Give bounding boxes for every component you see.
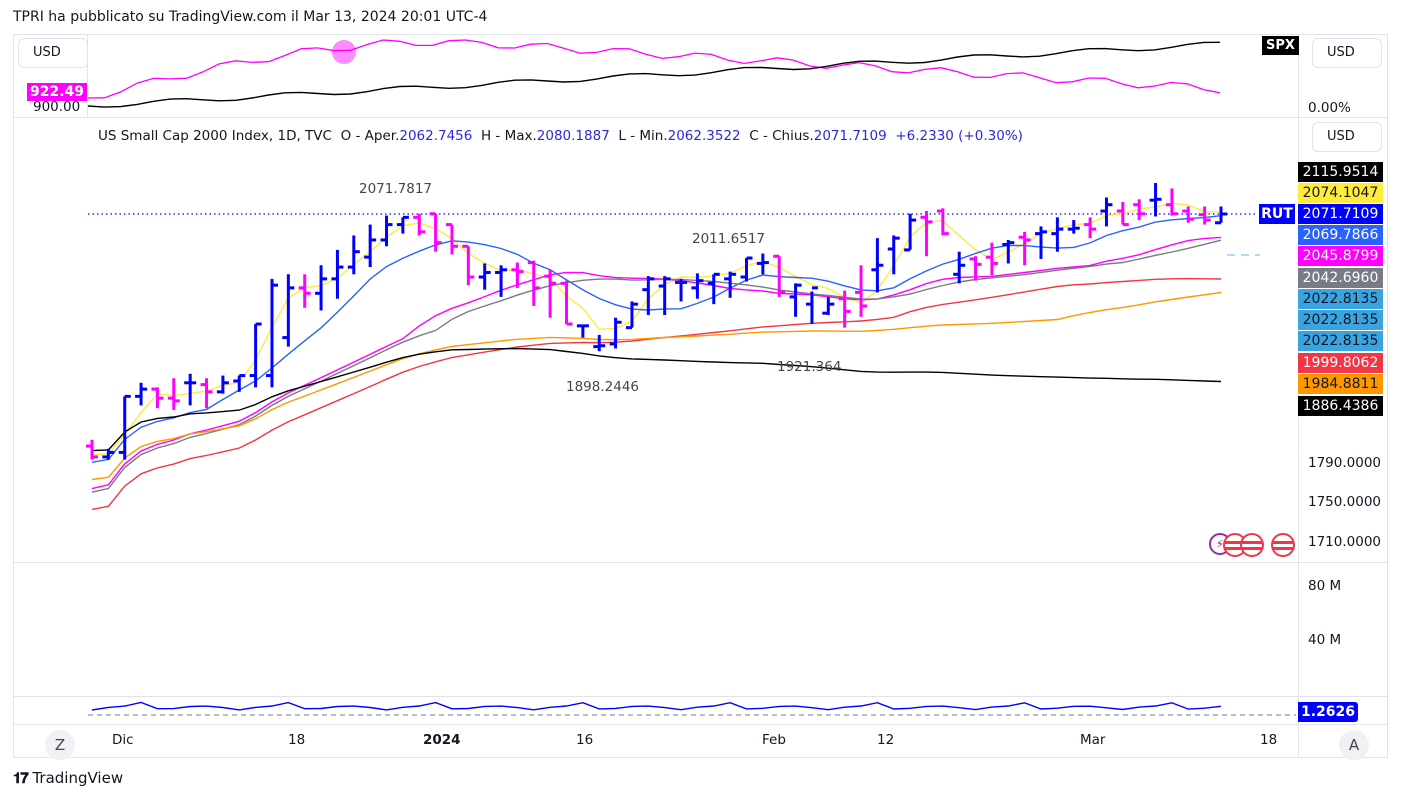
- time-axis-label: 2024: [423, 732, 461, 748]
- price-axis-label: 1790.0000: [1308, 455, 1382, 471]
- moving-average-line: [91, 215, 1222, 463]
- legend-open: 2062.7456: [399, 128, 473, 144]
- time-axis-label: Mar: [1080, 732, 1106, 748]
- tradingview-brand: 𝟏𝟕 TradingView: [13, 769, 123, 787]
- time-axis-label: 18: [1260, 732, 1278, 748]
- publish-line: TPRI ha pubblicato su TradingView.com il…: [13, 9, 488, 25]
- time-axis-label: 18: [288, 732, 306, 748]
- zoom-z-button[interactable]: Z: [45, 730, 75, 760]
- legend-open-label: O - Aper.: [340, 128, 400, 144]
- tradingview-logo-icon: 𝟏𝟕: [13, 769, 29, 787]
- volume-axis-label: 40 M: [1308, 632, 1342, 648]
- legend-low: 2062.3522: [667, 128, 741, 144]
- price-tag: 2045.8799: [1298, 246, 1383, 266]
- time-axis-label: Dic: [112, 732, 134, 748]
- price-tag: 2069.7866: [1298, 225, 1383, 245]
- time-axis-label: Feb: [762, 732, 786, 748]
- us-flag-event-icon[interactable]: [1271, 533, 1295, 557]
- indicator-line: [91, 701, 1222, 711]
- us-flag-event-icon[interactable]: [1240, 533, 1264, 557]
- time-axis-label: 16: [576, 732, 594, 748]
- legend-high: 2080.1887: [536, 128, 610, 144]
- price-tag: 2042.6960: [1298, 268, 1383, 288]
- price-tag: 2022.8135: [1298, 310, 1383, 330]
- legend-high-label: H - Max.: [480, 128, 537, 144]
- price-tag: 2071.7109: [1298, 204, 1383, 224]
- time-axis-label: 12: [877, 732, 895, 748]
- price-tag: 2074.1047: [1298, 183, 1383, 203]
- compare-value-tag: 922.49: [27, 83, 87, 101]
- top-currency-right-button[interactable]: USD: [1312, 38, 1382, 68]
- moving-average-line: [91, 236, 1222, 490]
- legend-symbol: US Small Cap 2000 Index, 1D, TVC: [98, 128, 332, 144]
- price-tag: 2022.8135: [1298, 331, 1383, 351]
- pane-separator: [13, 117, 1388, 118]
- price-tag: 2022.8135: [1298, 289, 1383, 309]
- ohlc-legend: US Small Cap 2000 Index, 1D, TVC O - Ape…: [98, 128, 1023, 144]
- moving-average-line: [91, 202, 1221, 456]
- annotation-high: 2071.7817: [359, 181, 433, 197]
- price-axis-label: 1710.0000: [1308, 534, 1382, 550]
- top-pane-left-axis-separator: [87, 34, 88, 117]
- chart-frame: [13, 34, 1388, 758]
- volume-axis-label: 80 M: [1308, 578, 1342, 594]
- legend-close: 2071.7109: [813, 128, 887, 144]
- top-left-axis-label: 900.00: [33, 99, 81, 115]
- moving-average-line: [91, 277, 1222, 511]
- top-currency-left-button[interactable]: USD: [18, 38, 88, 68]
- legend-low-label: L - Min.: [618, 128, 668, 144]
- auto-scale-button[interactable]: A: [1339, 730, 1369, 760]
- moving-average-line: [91, 347, 1222, 452]
- price-axis-label: 1750.0000: [1308, 494, 1382, 510]
- highlight-marker: [332, 40, 356, 64]
- compare-line-spx: [87, 41, 1221, 108]
- legend-close-label: C - Chius.: [749, 128, 814, 144]
- pane-separator: [13, 562, 1388, 563]
- pane-separator: [13, 696, 1388, 697]
- moving-average-line: [91, 291, 1222, 481]
- time-axis-separator: [13, 724, 1388, 725]
- price-tag: 2115.9514: [1298, 162, 1383, 182]
- spx-symbol-tag: SPX: [1262, 36, 1299, 55]
- price-tag: 1886.4386: [1298, 396, 1383, 416]
- annotation-low: 1898.2446: [566, 379, 640, 395]
- main-currency-button[interactable]: USD: [1312, 122, 1382, 152]
- annotation-high: 2011.6517: [692, 231, 766, 247]
- top-right-axis-label: 0.00%: [1308, 100, 1351, 116]
- rut-symbol-tag: RUT: [1259, 204, 1295, 224]
- annotation-low: 1921.364: [777, 359, 842, 375]
- price-tag: 1999.8062: [1298, 353, 1383, 373]
- moving-average-line: [91, 239, 1222, 493]
- indicator-value-tag: 1.2626: [1298, 702, 1358, 722]
- price-tag: 1984.8811: [1298, 374, 1383, 394]
- legend-change: +6.2330 (+0.30%): [895, 128, 1023, 144]
- brand-name: TradingView: [32, 769, 124, 787]
- compare-line-rut: [87, 39, 1221, 99]
